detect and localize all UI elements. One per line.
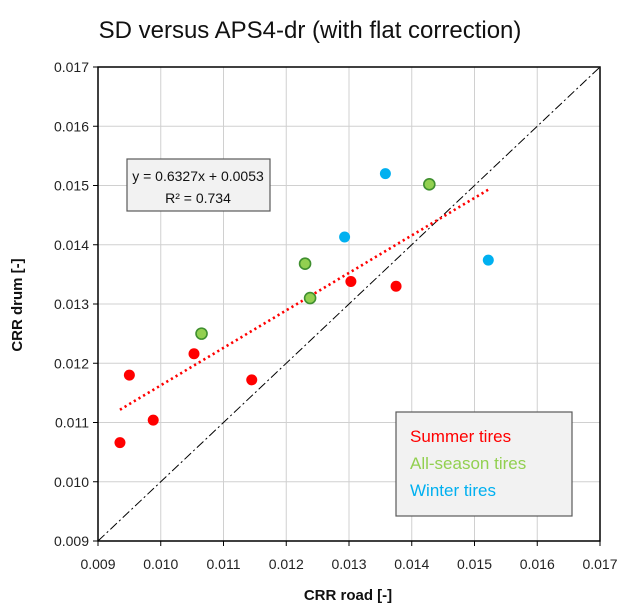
y-tick-label: 0.013 [54, 296, 89, 312]
data-point [147, 414, 159, 426]
trendline [119, 188, 489, 411]
x-axis-title: CRR road [-] [304, 587, 392, 604]
series-winter-tires [339, 168, 494, 266]
data-point [195, 327, 208, 340]
plot-area-border [97, 66, 601, 542]
x-tick-label: 0.012 [269, 556, 304, 572]
data-point [123, 369, 135, 381]
y-tick-label: 0.011 [55, 415, 89, 431]
x-tick-label: 0.014 [394, 556, 429, 572]
x-tick-label: 0.013 [331, 556, 366, 572]
data-point [379, 168, 391, 180]
data-point [298, 257, 312, 271]
chart-title: SD versus APS4-dr (with flat correction) [99, 17, 522, 44]
y-tick-label: 0.017 [54, 59, 89, 75]
y-tick-label: 0.009 [54, 533, 89, 549]
y-tick-label: 0.015 [54, 178, 89, 194]
y-tick-label: 0.012 [54, 355, 89, 371]
trendline-path [119, 188, 489, 411]
legend: Summer tires All-season tires Winter tir… [395, 411, 573, 517]
identity-line [97, 66, 601, 542]
y-tick-labels: 0.009 0.010 0.011 0.012 0.013 0.014 0.015 0.016… [54, 59, 89, 549]
trendline-equation-box: y = 0.6327x + 0.0053 R² = 0.734 [126, 158, 271, 212]
x-tick-label: 0.010 [143, 556, 178, 572]
data-point [246, 374, 258, 386]
data-point [188, 348, 200, 360]
data-point [339, 231, 351, 243]
y-tick-label: 0.014 [54, 237, 89, 253]
data-point [390, 280, 402, 292]
trendline-r2: R² = 0.734 [165, 190, 231, 206]
x-tick-label: 0.015 [457, 556, 492, 572]
data-point [114, 437, 126, 449]
data-point [303, 291, 317, 305]
legend-entry-all-season-tires: All-season tires [410, 454, 526, 473]
data-points [114, 168, 494, 449]
legend-entry-summer-tires: Summer tires [410, 427, 511, 446]
x-tick-labels: 0.009 0.010 0.011 0.012 0.013 0.014 0.015 0.016… [80, 556, 617, 572]
x-tick-label: 0.009 [80, 556, 115, 572]
x-tick-label: 0.011 [207, 556, 241, 572]
data-point [345, 275, 357, 287]
data-point [482, 254, 494, 266]
x-tick-label: 0.016 [520, 556, 555, 572]
series-summer-tires [114, 275, 402, 449]
x-tick-label: 0.017 [582, 556, 617, 572]
reference-line [97, 66, 601, 542]
y-tick-label: 0.016 [54, 118, 89, 134]
data-point [423, 178, 436, 191]
series-all-season-tires [195, 178, 436, 340]
trendline-equation: y = 0.6327x + 0.0053 [132, 168, 264, 184]
y-tick-label: 0.010 [54, 474, 89, 490]
legend-entry-winter-tires: Winter tires [410, 481, 496, 500]
y-axis-title: CRR drum [-] [9, 258, 26, 351]
